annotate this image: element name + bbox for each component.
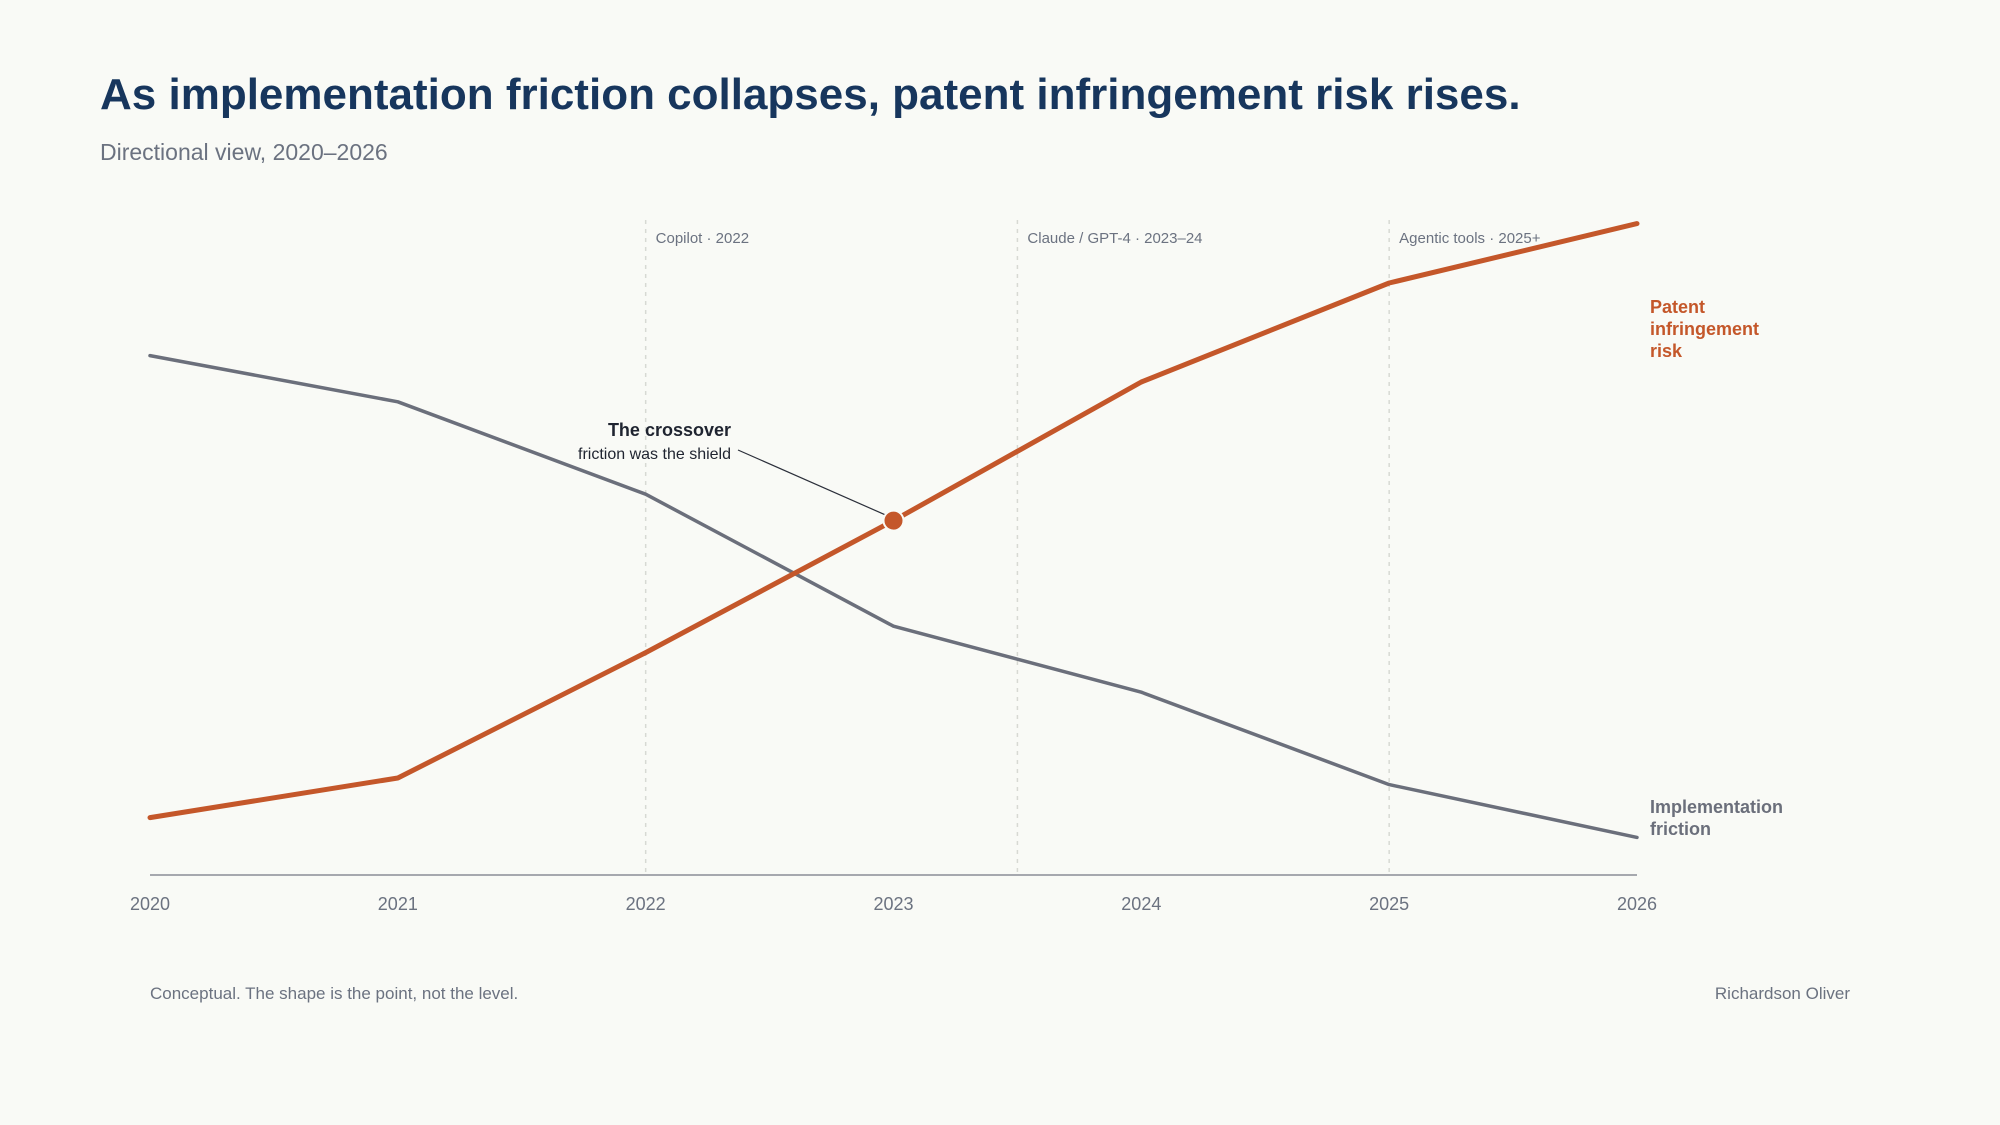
series-labels: Implementation friction Patent infringement… — [1650, 297, 1783, 839]
crossover-point — [882, 509, 905, 532]
annotation-title: The crossover — [608, 420, 731, 440]
series-line-implementation-friction — [148, 353, 1639, 840]
x-tick-label-2025: 2025 — [1369, 894, 1409, 914]
author-credit: Richardson Oliver — [1714, 984, 1850, 1003]
series-label-line: Patent — [1650, 297, 1705, 317]
event-label-3: Agentic tools · 2025+ — [1399, 230, 1541, 247]
footnote: Conceptual. The shape is the point, not … — [150, 984, 519, 1003]
event-label-1: Copilot · 2022 — [656, 230, 749, 247]
series-label-implementation-friction: Implementation friction — [1650, 797, 1783, 839]
x-tick-label-2022: 2022 — [626, 894, 666, 914]
chart-title: As implementation friction collapses, pa… — [100, 70, 1521, 119]
series-label-line: friction — [1650, 819, 1711, 839]
event-markers: Copilot · 2022 Claude / GPT-4 · 2023–24 Ag… — [644, 220, 1541, 875]
x-tick-label-2021: 2021 — [378, 894, 418, 914]
series-label-patent-infringement-risk: Patent infringement risk — [1650, 297, 1759, 361]
x-tick-label-2026: 2026 — [1617, 894, 1657, 914]
series-label-line: risk — [1650, 341, 1683, 361]
x-tick-label-2020: 2020 — [130, 894, 170, 914]
x-axis-ticks: 2020 2021 2022 2023 2024 2025 2026 — [130, 894, 1657, 914]
annotation-text: friction was the shield — [578, 446, 731, 463]
x-tick-label-2023: 2023 — [873, 894, 913, 914]
series-label-line: infringement — [1650, 319, 1759, 339]
crossover-annotation: The crossover friction was the shield — [578, 420, 905, 532]
series-label-line: Implementation — [1650, 797, 1783, 817]
x-tick-label-2024: 2024 — [1121, 894, 1161, 914]
chart-subtitle: Directional view, 2020–2026 — [100, 139, 388, 165]
annotation-leader-line — [737, 449, 892, 519]
event-label-2: Claude / GPT-4 · 2023–24 — [1027, 230, 1202, 247]
